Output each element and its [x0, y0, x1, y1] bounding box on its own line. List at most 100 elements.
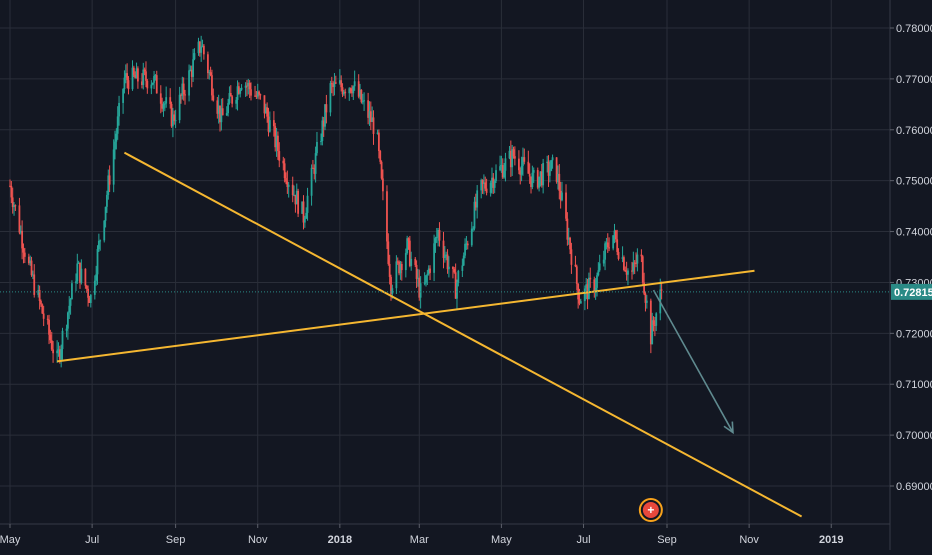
drawing-tools[interactable]: [56, 151, 803, 518]
candle-up: [131, 67, 134, 90]
candle-up: [499, 166, 501, 171]
candle-down: [277, 135, 279, 152]
candle-up: [188, 70, 190, 96]
candle-down: [400, 263, 403, 271]
candle-up: [60, 349, 63, 360]
time-tick-label: 2019: [819, 534, 843, 546]
candle-down: [387, 241, 390, 264]
candle-down: [558, 173, 561, 191]
candle-down: [88, 297, 91, 303]
candle-up: [31, 274, 34, 276]
candle-up: [456, 282, 458, 299]
candle-down: [330, 83, 333, 85]
candle-up: [557, 173, 559, 182]
candle-up: [172, 114, 174, 127]
candle-down: [501, 165, 504, 178]
candle-down: [221, 108, 224, 116]
candle-down: [390, 276, 392, 294]
candle-up: [197, 41, 200, 54]
candle-up: [305, 212, 308, 219]
candle-down: [207, 54, 209, 74]
time-tick-label: Mar: [410, 534, 429, 546]
candle-up: [324, 104, 326, 127]
candle-down: [141, 81, 143, 86]
candle-up: [437, 230, 440, 237]
candle-up: [61, 330, 64, 350]
candle-down: [282, 160, 285, 164]
candle-down: [578, 299, 581, 304]
candle-up: [361, 101, 364, 103]
candle-up: [151, 82, 154, 85]
trendline-rising-support[interactable]: [56, 269, 755, 363]
time-tick-label: Sep: [166, 534, 186, 546]
candle-down: [161, 103, 164, 109]
candle-down: [555, 157, 558, 182]
candle-down: [248, 82, 251, 90]
candle-down: [285, 178, 287, 182]
time-tick-label: 2018: [328, 534, 352, 546]
candle-down: [574, 264, 577, 267]
candle-down: [143, 69, 146, 72]
candle-up: [321, 120, 324, 142]
candle-up: [435, 236, 438, 239]
time-tick-label: May: [491, 534, 512, 546]
candle-down: [407, 238, 410, 241]
event-marker-ring[interactable]: [638, 498, 663, 522]
candle-up: [604, 243, 606, 260]
candle-up: [632, 262, 635, 272]
candle-down: [49, 334, 52, 341]
candle-up: [621, 257, 624, 259]
event-marker-fill[interactable]: [642, 502, 659, 518]
candle-down: [30, 260, 33, 276]
time-axis[interactable]: May Jul Sep Nov 2018 Mar May Jul Sep Nov 2019: [0, 524, 843, 546]
projection-arrow-head[interactable]: [723, 421, 734, 435]
price-tick-label: 0.76000: [896, 125, 932, 137]
candle-down: [388, 263, 391, 277]
candle-up: [612, 235, 615, 249]
candle-down: [278, 151, 281, 161]
candle-down: [631, 270, 633, 272]
candle-down: [237, 86, 240, 94]
candle-down: [575, 266, 578, 284]
candle-down: [272, 120, 275, 127]
candle-down: [565, 192, 567, 219]
candle-down: [608, 247, 611, 249]
trendline-falling-trendline[interactable]: [123, 151, 803, 518]
event-marker-icon[interactable]: +: [638, 498, 663, 522]
candle-up: [201, 45, 204, 47]
candle-down: [134, 74, 137, 79]
candle-up: [495, 170, 497, 181]
candle-down: [540, 171, 543, 186]
gridlines: [0, 0, 890, 524]
candle-up: [192, 59, 194, 77]
candle-up: [426, 273, 429, 276]
price-tick-label: 0.71000: [896, 379, 932, 391]
candle-down: [509, 150, 512, 168]
candle-up: [293, 194, 295, 196]
candle-down: [87, 288, 89, 298]
candle-up: [153, 76, 155, 83]
candle-up: [69, 299, 72, 306]
current-price-text: 0.72815: [894, 287, 932, 299]
candle-up: [338, 80, 341, 84]
time-tick-label: Nov: [248, 534, 268, 546]
candle-down: [635, 263, 637, 265]
candle-up: [462, 255, 465, 266]
candle-down: [379, 150, 382, 162]
candle-up: [651, 320, 654, 345]
candle-down: [18, 205, 21, 233]
candle-down: [593, 279, 596, 292]
candle-up: [594, 287, 597, 292]
candle-up: [445, 254, 448, 256]
candle-down: [474, 201, 477, 208]
candle-up: [342, 91, 345, 95]
candle-down: [386, 191, 388, 242]
candle-up: [71, 283, 73, 300]
candle-down: [23, 252, 26, 257]
candle-down: [625, 271, 628, 275]
projection-arrow-shaft[interactable]: [652, 289, 734, 433]
candle-down: [283, 163, 286, 179]
candle-down: [182, 83, 185, 95]
